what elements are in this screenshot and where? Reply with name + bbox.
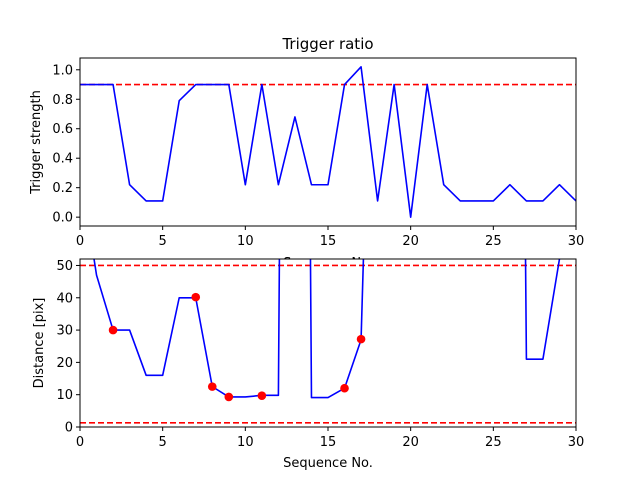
chart-trigger-ratio: 0 5 10 15 20 25 30 0.0 0.2 0.4 0.6 0.8 1.0 Trigger … [29,35,584,271]
y-axis: 0.0 0.2 0.4 0.6 0.8 1.0 [52,63,80,226]
y-tick-label: 0.8 [52,93,73,108]
plot-frame [79,57,577,227]
plot-area-background [80,259,576,427]
x-tick-label: 20 [402,435,419,450]
y-tick-label: 20 [56,356,73,371]
x-tick-label: 20 [402,234,419,249]
y-tick-label: 30 [56,324,73,339]
x-axis: 0 5 10 15 20 25 30 [76,427,584,450]
y-tick-label: 1.0 [52,63,73,78]
data-point-marker [108,325,118,335]
x-tick-label: 15 [320,234,337,249]
y-tick-label: 40 [56,291,73,306]
data-point-marker [224,392,234,402]
y-tick-label: 10 [56,388,73,403]
y-tick-label: 0.0 [52,211,73,226]
plot-content [80,66,576,218]
data-point-marker [340,383,349,393]
x-axis-label: Sequence No. [283,456,373,471]
x-axis: 0 5 10 15 20 25 30 [76,226,584,249]
chart-title: Trigger ratio [281,35,373,53]
x-tick-label: 25 [485,234,502,249]
y-tick-label: 0.6 [52,122,73,137]
y-tick-label: 50 [56,259,73,274]
y-axis: 0 10 20 30 40 50 [56,259,80,436]
chart-distance: 0 5 10 15 20 25 30 0 10 20 30 40 50 Sequence No. Di… [32,258,584,471]
x-tick-label: 5 [159,435,167,450]
data-point-marker [257,391,267,400]
x-tick-label: 10 [237,234,254,249]
data-point-marker [207,382,217,391]
x-tick-label: 25 [485,435,502,450]
y-tick-label: 0.4 [52,152,73,167]
x-tick-label: 10 [237,435,254,450]
data-point-marker [356,334,366,344]
series-line [93,259,561,399]
y-tick-label: 0.2 [52,181,73,196]
x-tick-label: 5 [159,234,167,249]
plot-content [80,259,576,424]
series-line [80,66,576,218]
x-tick-label: 30 [568,234,585,249]
plot-frame [79,258,577,428]
x-tick-label: 0 [76,234,84,249]
data-point-marker [191,292,201,302]
x-tick-label: 0 [76,435,84,450]
x-tick-label: 15 [320,435,337,450]
y-tick-label: 0 [65,421,73,436]
y-axis-label: Distance [pix] [32,298,47,389]
x-tick-label: 30 [568,435,585,450]
y-axis-label: Trigger strength [29,90,44,195]
